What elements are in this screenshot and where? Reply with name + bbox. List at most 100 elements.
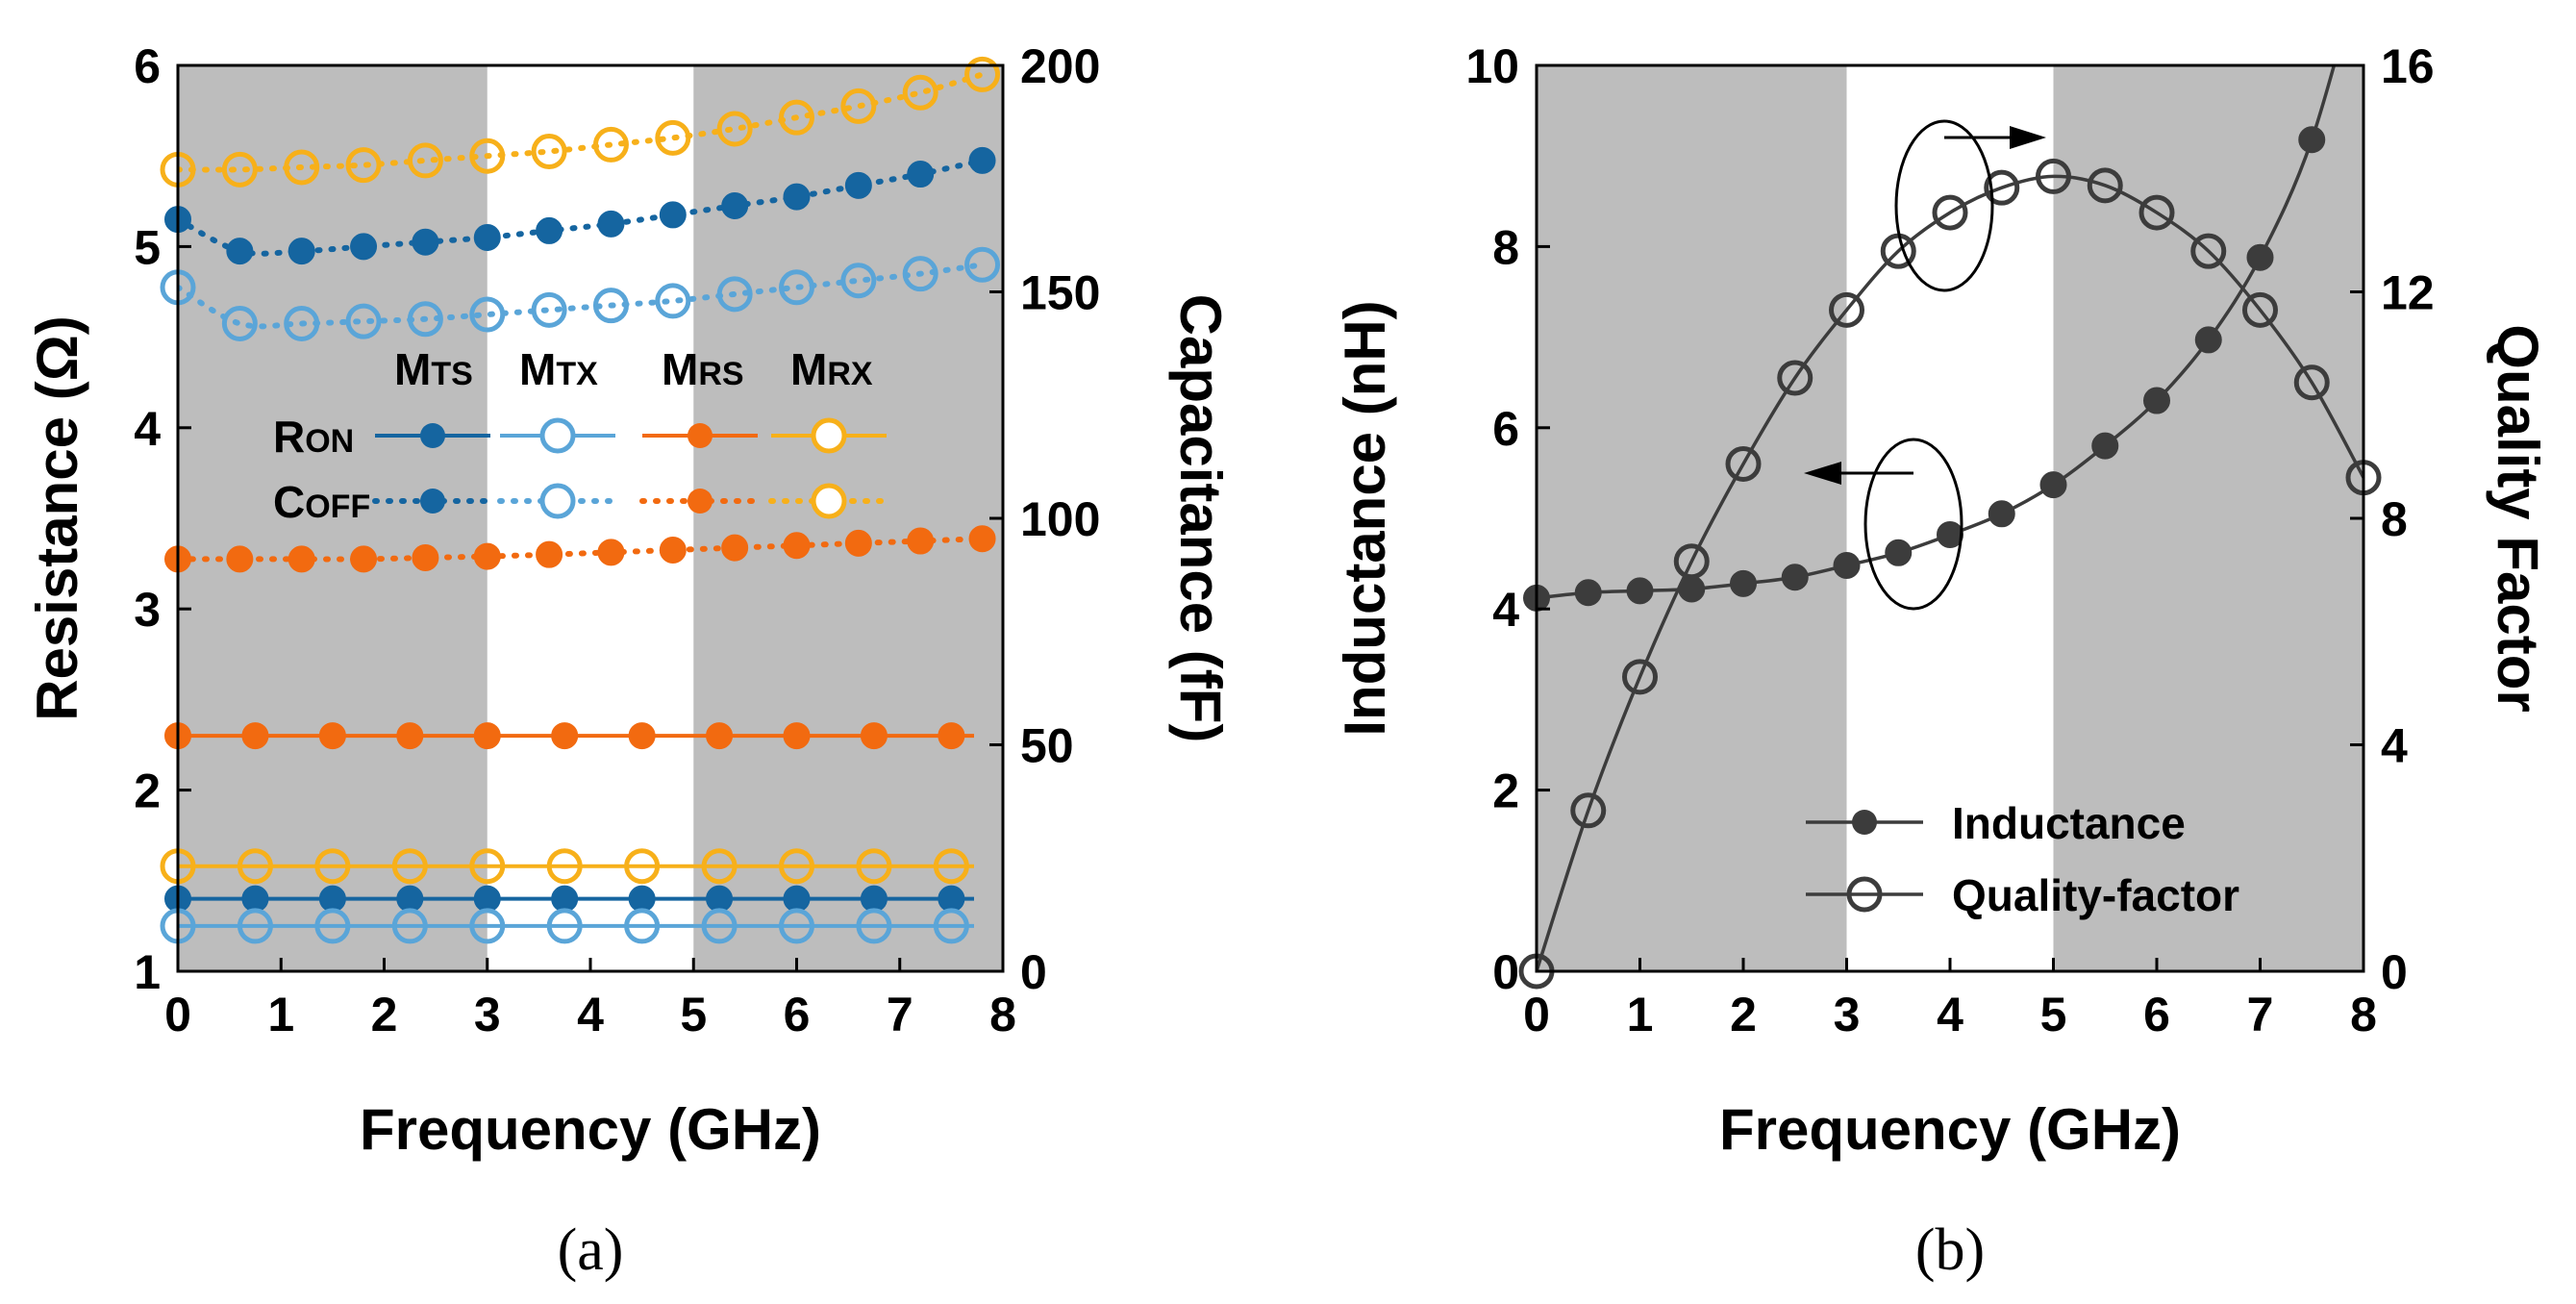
legend-column-header: MRS: [662, 344, 744, 394]
shaded-bands: [178, 65, 1003, 971]
data-point-coff-mts: [721, 192, 749, 220]
data-point-coff-mrx: [469, 138, 506, 174]
data-point-ron-mrs: [551, 722, 579, 750]
data-point-coff-mrx: [284, 149, 320, 186]
y-tick-label: 3: [134, 583, 161, 637]
y-tick-label: 5: [134, 220, 161, 274]
x-tick-label: 0: [1523, 988, 1550, 1041]
x-axis-label: Frequency (GHz): [1719, 1097, 2181, 1162]
data-point-ron-mrx: [933, 848, 969, 885]
y2-tick-label: 150: [1020, 266, 1100, 320]
data-point-coff-mrs: [288, 545, 315, 573]
data-point-ron-mtx: [391, 908, 428, 944]
shaded-band: [1537, 65, 1847, 971]
data-point-ron-mtx: [314, 908, 351, 944]
data-point-coff-mtx: [345, 303, 382, 339]
series-points: [160, 56, 1001, 944]
data-point-quality-factor: [1673, 543, 1710, 580]
x-tick-label: 0: [164, 988, 191, 1041]
data-point-inductance: [1781, 564, 1809, 591]
shaded-band: [2053, 65, 2363, 971]
data-point-coff-mts: [473, 223, 501, 251]
data-point-ron-mtx: [701, 908, 738, 944]
data-point-ron-mrs: [706, 722, 734, 750]
data-point-inductance: [2091, 432, 2119, 460]
data-point-coff-mts: [412, 228, 439, 256]
y-tick-label: 10: [1465, 39, 1519, 93]
x-tick-label: 1: [1627, 988, 1654, 1041]
data-point-inductance: [1885, 539, 1913, 566]
data-point-coff-mrx: [902, 74, 938, 111]
data-point-inductance: [1626, 577, 1654, 605]
inductance-arrowhead: [1804, 462, 1841, 485]
data-point-coff-mrx: [345, 147, 382, 184]
y2-tick-label: 100: [1020, 492, 1100, 546]
data-point-coff-mrx: [221, 151, 258, 188]
data-point-coff-mrs: [783, 532, 811, 560]
data-point-quality-factor: [1829, 291, 1864, 328]
data-point-ron-mrs: [241, 722, 269, 750]
data-point-ron-mrx: [546, 848, 583, 885]
data-point-inductance: [1833, 551, 1861, 579]
data-point-inductance: [2298, 126, 2326, 154]
data-point-inductance: [1937, 520, 1963, 548]
y-tick-label: 0: [1492, 945, 1519, 999]
legend-marker-ron: [811, 417, 847, 454]
data-point-quality-factor: [1932, 194, 1968, 231]
data-point-inductance: [1678, 575, 1706, 603]
data-point-coff-mtx: [902, 256, 938, 292]
series-line-coff-mrx: [178, 71, 986, 173]
data-point-coff-mrx: [655, 119, 691, 156]
data-point-ron-mts: [783, 885, 811, 913]
data-point-coff-mts: [907, 161, 935, 188]
x-tick-label: 6: [784, 988, 811, 1041]
data-point-ron-mts: [473, 885, 501, 913]
data-point-ron-mrs: [938, 722, 965, 750]
data-point-inductance: [1730, 569, 1757, 597]
legend-marker: [1852, 810, 1877, 835]
x-tick-label: 3: [474, 988, 501, 1041]
data-point-inductance: [2194, 326, 2222, 354]
x-tick-label: 2: [371, 988, 398, 1041]
data-point-ron-mts: [396, 885, 424, 913]
legend-marker-coff: [420, 489, 445, 514]
y-axis-label: Inductance (nH): [1333, 300, 1397, 736]
data-point-ron-mtx: [856, 908, 892, 944]
y-tick-label: 8: [1492, 220, 1519, 274]
q-factor-ellipse: [1894, 119, 1994, 292]
data-point-coff-mts: [844, 171, 872, 199]
data-point-coff-mrx: [407, 142, 443, 179]
legend-marker-ron: [420, 423, 445, 448]
data-point-coff-mrx: [531, 133, 567, 169]
data-point-ron-mrx: [314, 848, 351, 885]
data-point-ron-mrx: [469, 848, 506, 885]
y2-tick-label: 8: [2381, 492, 2408, 546]
data-point-coff-mtx: [655, 283, 691, 319]
data-point-ron-mrx: [391, 848, 428, 885]
data-point-coff-mrx: [964, 56, 1001, 92]
data-point-inductance: [2143, 387, 2170, 414]
data-point-coff-mtx: [779, 269, 814, 306]
x-tick-label: 8: [2350, 988, 2377, 1041]
data-point-coff-mrs: [597, 539, 625, 566]
data-point-coff-mrs: [968, 525, 996, 553]
data-point-coff-mtx: [964, 246, 1001, 283]
data-point-coff-mtx: [469, 296, 506, 333]
q-factor-arrowhead: [2010, 126, 2046, 149]
y2-tick-label: 0: [1020, 945, 1047, 999]
data-point-coff-mtx: [592, 288, 629, 324]
data-point-ron-mtx: [237, 908, 273, 944]
data-point-coff-mtx: [716, 276, 753, 313]
shaded-band: [178, 65, 488, 971]
data-point-coff-mrs: [844, 529, 872, 557]
data-point-coff-mrx: [840, 88, 877, 124]
data-point-quality-factor: [2242, 291, 2278, 328]
data-point-coff-mtx: [840, 263, 877, 299]
x-tick-label: 8: [989, 988, 1016, 1041]
y2-tick-label: 200: [1020, 39, 1100, 93]
data-point-ron-mts: [551, 885, 579, 913]
data-point-coff-mts: [536, 216, 563, 244]
data-point-coff-mrs: [226, 545, 254, 573]
data-point-coff-mts: [783, 183, 811, 211]
